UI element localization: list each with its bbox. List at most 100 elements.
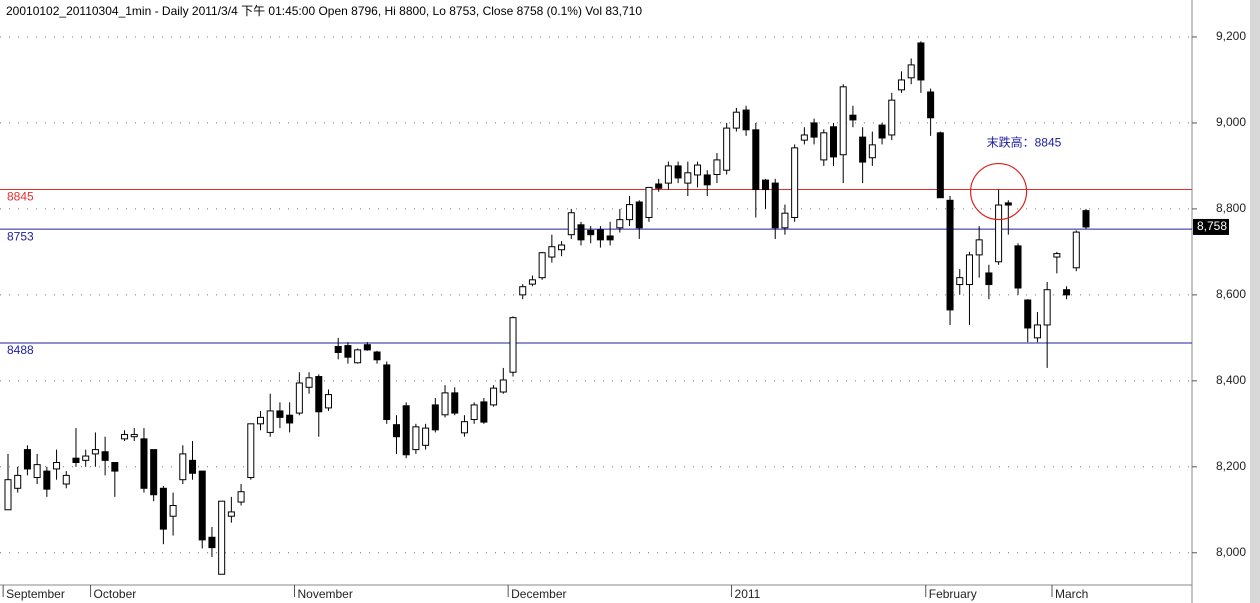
candle-body-up [558, 244, 566, 251]
candle-body-up [412, 426, 420, 451]
x-tick-label: November [297, 587, 352, 601]
candle-body-up [839, 86, 847, 156]
candle-body-up [684, 172, 692, 184]
candle-body-down [198, 470, 206, 541]
candle-body-down [451, 392, 459, 414]
y-tick-label: 8,800 [1216, 201, 1246, 215]
candle-body-up [470, 404, 478, 421]
candle-body-up [694, 164, 702, 176]
candle-body-up [53, 461, 61, 470]
candle-body-up [91, 449, 99, 455]
candle-body-up [732, 111, 740, 129]
candle-body-down [1024, 299, 1032, 329]
candle-body-up [1053, 253, 1061, 258]
candle-body-down [111, 461, 119, 472]
x-tick-label: 2011 [735, 587, 761, 601]
candle-body-up [33, 464, 41, 479]
x-tick-label: February [929, 587, 977, 601]
candle-body-up [548, 246, 556, 258]
candle-body-down [101, 451, 109, 461]
candle-body-up [956, 277, 964, 286]
candle-body-up [441, 392, 449, 416]
candle-body-down [596, 229, 604, 241]
candle-body-up [1043, 289, 1051, 326]
candle-body-down [587, 229, 595, 236]
candle-body-down [286, 414, 294, 424]
candle-body-down [878, 124, 886, 139]
candle-body-down [577, 224, 585, 241]
candle-body-down [927, 91, 935, 119]
candle-body-up [645, 186, 653, 218]
chart-title: 20010102_20110304_1min - Daily 2011/3/4 … [6, 4, 642, 18]
last-price-label: 8,758 [1197, 219, 1227, 233]
candle-body-up [897, 79, 905, 91]
candle-body-up [995, 204, 1003, 263]
candle-body-down [431, 404, 439, 431]
reference-label: 8488 [7, 343, 34, 357]
candle-body-down [635, 201, 643, 229]
candle-body-down [208, 536, 216, 549]
candle-body-up [227, 511, 235, 517]
candle-body-up [616, 219, 624, 229]
candle-body-down [334, 345, 342, 353]
candle-body-up [354, 349, 362, 364]
candle-body-down [946, 199, 954, 311]
candle-body-up [528, 279, 536, 285]
candle-body-up [324, 394, 332, 409]
candle-body-up [888, 99, 896, 136]
candle-body-down [189, 459, 197, 474]
candle-body-down [810, 122, 818, 138]
annotation: 末跌高：8845 [987, 135, 1062, 150]
candle-body-up [781, 212, 789, 229]
candle-body-down [159, 487, 167, 530]
candle-body-up [538, 252, 546, 279]
candle-body-down [373, 351, 381, 361]
candle-body-down [1082, 210, 1090, 228]
candle-body-down [674, 165, 682, 179]
candle-body-down [363, 344, 371, 351]
candle-body-down [1063, 289, 1071, 296]
candle-body-up [295, 382, 303, 414]
last-price-box [1193, 218, 1229, 235]
candle-body-down [23, 449, 31, 470]
candle-body-up [305, 377, 313, 388]
candle-body-up [490, 387, 498, 406]
candle-body-down [752, 129, 760, 191]
candle-body-up [626, 204, 634, 221]
candle-body-down [72, 457, 80, 463]
candle-body-down [344, 345, 352, 358]
candle-body-up [800, 134, 808, 141]
candle-body-down [829, 126, 838, 158]
candle-body-down [985, 272, 993, 286]
candle-body-down [43, 470, 51, 490]
candle-body-up [169, 504, 177, 517]
candle-body-down [1014, 245, 1022, 289]
candle-body-down [742, 109, 750, 131]
reference-label: 8845 [7, 190, 34, 204]
candle-body-down [859, 136, 867, 163]
candle-body-down [762, 179, 770, 191]
candle-body-down [140, 438, 148, 489]
y-tick-label: 9,200 [1216, 29, 1246, 43]
candle-body-up [247, 423, 255, 479]
candle-body-down [936, 132, 944, 199]
candle-body-up [975, 239, 983, 256]
y-tick-label: 8,000 [1216, 545, 1246, 559]
candle-body-up [791, 147, 799, 218]
candle-body-down [315, 376, 323, 413]
candle-body-up [965, 254, 973, 286]
candle-body-up [237, 491, 245, 503]
reference-label: 8753 [7, 229, 34, 243]
candle-body-up [509, 317, 517, 373]
scroll-strip [1250, 0, 1260, 603]
y-tick-label: 8,200 [1216, 459, 1246, 473]
candle-body-up [266, 410, 274, 433]
x-tick-label: September [6, 587, 65, 601]
x-tick-label: December [511, 587, 566, 601]
candle-body-up [179, 453, 187, 481]
y-tick-label: 8,600 [1216, 287, 1246, 301]
y-tick-label: 9,000 [1216, 115, 1246, 129]
candle-body-up [499, 379, 507, 393]
candle-body-up [664, 165, 672, 184]
